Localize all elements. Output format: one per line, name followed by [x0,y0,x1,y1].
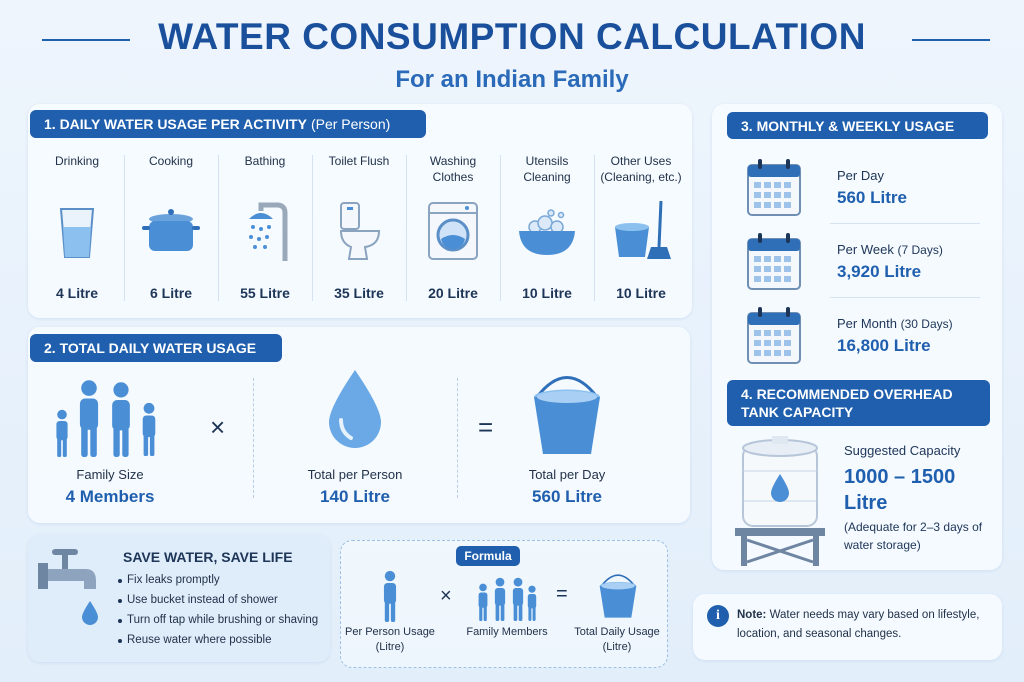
tips-panel [28,535,330,662]
period-value: 3,920 Litre [837,262,922,281]
bucket-icon [598,574,638,619]
formula-term: Per Person Usage (Litre) [345,626,435,653]
operand-value: 4 Members [65,487,155,506]
period-name: Per Week [837,242,894,257]
activity-label: Toilet Flush [328,154,390,168]
activity-label: Other Uses (Cleaning, etc.) [600,154,682,184]
operand-label: Family Size [76,467,144,482]
tip: Reuse water where possible [127,634,272,646]
subtitle: For an Indian Family [395,66,629,93]
activity-amount: 4 Litre [55,285,98,301]
period-label: Per Day [837,168,884,183]
operator: × [210,412,226,442]
note-text: Water needs may vary based on lifestyle,… [737,609,980,640]
period-name: Per Day [837,168,884,183]
bullet [118,599,122,603]
period-label: Per Month (30 Days) [837,316,953,331]
section-heading: 3. MONTHLY & WEEKLY USAGE [727,112,988,139]
drop-icon [327,368,383,448]
section-heading: 4. RECOMMENDED OVERHEAD TANK CAPACITY [727,380,990,426]
tip: Fix leaks promptly [127,574,220,586]
tank-label: Suggested Capacity [844,443,961,458]
period-name: Per Month [837,316,897,331]
info-icon: i [707,605,729,627]
activity-amount: 35 Litre [334,285,384,301]
activity-amount: 10 Litre [616,285,666,301]
section-heading: 2. TOTAL DAILY WATER USAGE [30,334,282,362]
title: WATER CONSUMPTION CALCULATION [158,16,866,57]
note: Note: Water needs may vary based on life… [737,606,995,644]
tank-icon [735,436,825,566]
formula-term: Family Members [466,626,548,638]
period-label: Per Week (7 Days) [837,242,943,257]
operand-label: Total per Person [307,467,403,482]
operand-label: Total per Day [528,467,606,482]
bullet [118,619,122,623]
activity-icon [59,207,95,259]
title-rule [912,39,990,41]
divider [457,378,459,498]
calendar-icon [747,232,801,290]
divider [253,378,255,498]
activity-label: Bathing [244,154,286,168]
tip: Turn off tap while brushing or shaving [127,614,319,626]
faucet-icon [38,549,98,625]
family-icon [56,380,156,457]
note-panel [693,594,1002,660]
activity-icon [142,209,200,251]
tank-value: 1000 – 1500 Litre [844,466,956,514]
period-value: 560 Litre [837,188,907,207]
divider [500,155,501,301]
section-heading: 1. DAILY WATER USAGE PER ACTIVITY (Per Pe… [30,110,426,138]
family-icon [478,577,537,621]
activity-label: Drinking [54,154,99,168]
tips-heading: SAVE WATER, SAVE LIFE [123,549,293,565]
activity-icon [518,209,576,256]
activity-amount: 55 Litre [240,285,290,301]
heading-text: 1. DAILY WATER USAGE PER ACTIVITY [44,116,307,132]
calendar-icon [747,158,801,216]
activity-label: Cooking [148,154,194,168]
operand-value: 560 Litre [532,487,602,506]
activity-label: Utensils Cleaning [523,154,571,184]
tank-note: (Adequate for 2–3 days of water storage) [844,520,983,552]
calendar-icon [747,306,801,364]
divider [218,155,219,301]
note-label: Note: [737,609,767,621]
operator: = [478,412,494,442]
activity-icon [235,200,295,262]
bullet [118,579,122,583]
person-icon [383,570,397,622]
activity-icon [427,201,479,261]
activity-amount: 6 Litre [149,285,192,301]
divider [124,155,125,301]
formula-term: Total Daily Usage (Litre) [574,626,660,653]
formula-badge: Formula [456,546,520,566]
bucket-icon [532,376,602,456]
divider [830,223,980,224]
divider [594,155,595,301]
activity-label: Washing Clothes [429,154,477,184]
activity-amount: 10 Litre [522,285,572,301]
period-note: (30 Days) [900,317,953,331]
heading-note: (Per Person) [310,116,391,132]
activity-amount: 20 Litre [428,285,478,301]
activity-icon [339,201,381,261]
activity-icon [613,200,671,261]
tip: Use bucket instead of shower [127,594,278,606]
period-note: (7 Days) [897,243,943,257]
title-rule [42,39,130,41]
bullet [118,639,122,643]
divider [312,155,313,301]
operator: = [556,583,568,605]
operand-value: 140 Litre [320,487,390,506]
period-value: 16,800 Litre [837,336,931,355]
divider [406,155,407,301]
divider [830,297,980,298]
operator: × [440,585,452,607]
